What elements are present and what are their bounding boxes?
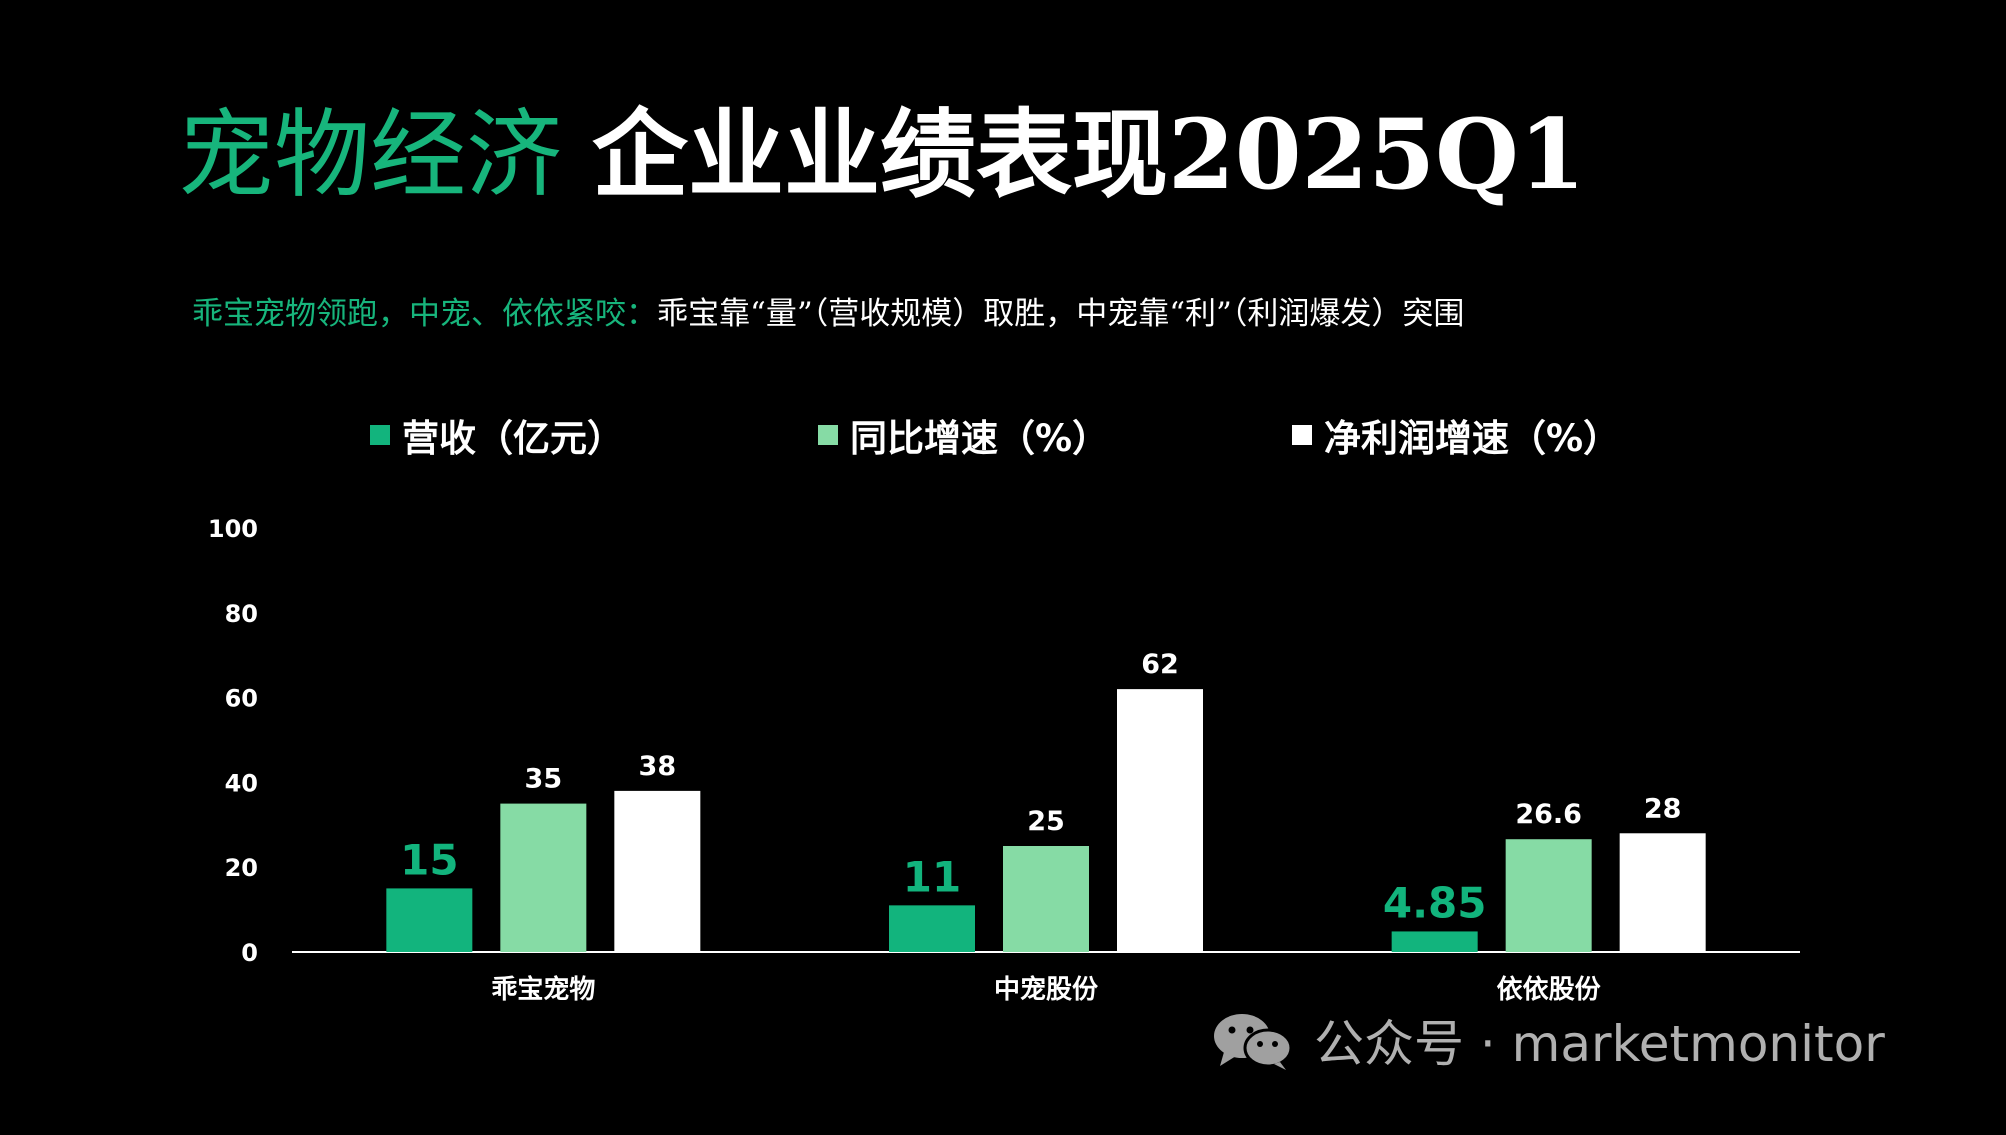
page-title: 宠物经济 企业业绩表现2025Q1 bbox=[178, 98, 1586, 211]
bar-value-label: 25 bbox=[1027, 806, 1065, 837]
legend-item-revenue: 营收（亿元） bbox=[370, 405, 624, 465]
subtitle-rest: 乖宝靠“量”（营收规模）取胜，中宠靠“利”（利润爆发）突围 bbox=[657, 296, 1465, 332]
title-highlight: 宠物经济 bbox=[178, 99, 562, 211]
watermark-text: 公众号 · marketmonitor bbox=[1314, 1015, 1885, 1073]
x-category-label: 中宠股份 bbox=[994, 974, 1098, 1005]
bar-value-label: 28 bbox=[1644, 793, 1682, 824]
y-tick-label: 0 bbox=[241, 939, 258, 967]
bar-value-label: 35 bbox=[525, 764, 563, 795]
legend-swatch-revenue bbox=[370, 425, 390, 445]
legend-label-revenue: 营收（亿元） bbox=[402, 417, 624, 460]
legend-swatch-profit bbox=[1292, 425, 1312, 445]
wechat-icon bbox=[1214, 1014, 1293, 1070]
legend-item-yoy: 同比增速（%） bbox=[818, 405, 1109, 465]
bar-profit bbox=[1619, 833, 1706, 952]
chart-legend: 营收（亿元） 同比增速（%） 净利润增速（%） bbox=[0, 405, 2006, 465]
bar-revenue bbox=[1391, 931, 1478, 952]
legend-item-profit: 净利润增速（%） bbox=[1292, 405, 1620, 465]
bar-value-label: 15 bbox=[400, 835, 458, 884]
bar-yoy bbox=[1505, 839, 1592, 952]
bar-profit bbox=[614, 790, 701, 952]
y-tick-label: 80 bbox=[225, 600, 258, 628]
bar-value-label: 11 bbox=[903, 852, 961, 901]
x-category-label: 依依股份 bbox=[1497, 975, 1601, 1005]
watermark: 公众号 · marketmonitor bbox=[1210, 1010, 1885, 1073]
legend-label-yoy: 同比增速（%） bbox=[850, 417, 1110, 460]
x-category-label: 乖宝宠物 bbox=[491, 974, 595, 1005]
bar-value-label: 26.6 bbox=[1515, 799, 1582, 830]
bar-revenue bbox=[889, 905, 975, 952]
bar-value-label: 38 bbox=[639, 751, 677, 782]
bar-profit bbox=[1117, 689, 1203, 952]
subtitle-highlight: 乖宝宠物领跑，中宠、依依紧咬： bbox=[192, 296, 657, 332]
y-tick-label: 40 bbox=[225, 769, 258, 797]
bar-revenue bbox=[386, 888, 473, 952]
bar-yoy bbox=[1003, 846, 1089, 952]
legend-label-profit: 净利润增速（%） bbox=[1324, 417, 1621, 460]
y-tick-label: 20 bbox=[225, 854, 258, 882]
title-main: 企业业绩表现2025Q1 bbox=[592, 98, 1586, 211]
y-tick-label: 60 bbox=[225, 685, 258, 713]
y-tick-label: 100 bbox=[208, 515, 258, 543]
legend-swatch-yoy bbox=[818, 425, 838, 445]
bar-yoy bbox=[500, 803, 587, 952]
bar-value-label: 4.85 bbox=[1383, 878, 1487, 927]
page-subtitle: 乖宝宠物领跑，中宠、依依紧咬：乖宝靠“量”（营收规模）取胜，中宠靠“利”（利润爆… bbox=[192, 292, 1464, 336]
bar-value-label: 62 bbox=[1141, 649, 1179, 680]
